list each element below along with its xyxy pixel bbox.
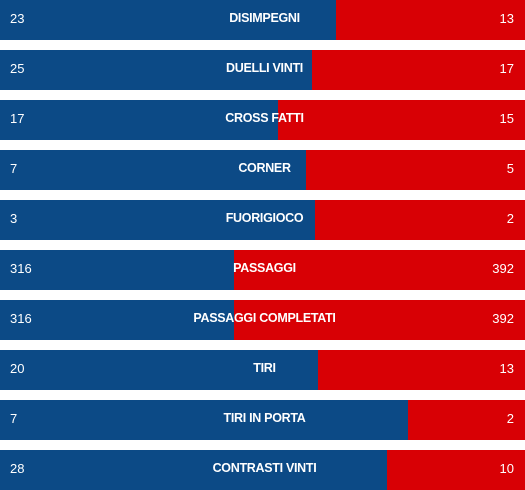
home-value: 3	[10, 211, 18, 226]
home-value: 20	[10, 361, 25, 376]
stat-row-tiri: 20 TIRI 13	[0, 350, 525, 390]
away-bar	[234, 250, 525, 290]
away-value: 2	[506, 411, 514, 426]
stat-label: TIRI	[253, 361, 276, 375]
away-bar	[387, 450, 525, 490]
away-bar	[318, 350, 525, 390]
stat-row-cross-fatti: 17 CROSS FATTI 15	[0, 100, 525, 140]
stat-row-duelli-vinti: 25 DUELLI VINTI 17	[0, 50, 525, 90]
away-bar	[336, 0, 525, 40]
stat-label: CONTRASTI VINTI	[212, 461, 317, 475]
home-value: 7	[10, 411, 18, 426]
home-bar	[0, 100, 278, 140]
home-bar	[0, 0, 336, 40]
away-bar	[408, 400, 525, 440]
home-value: 7	[10, 161, 18, 176]
home-bar	[0, 200, 315, 240]
away-bar	[234, 300, 525, 340]
stat-row-contrasti-vinti: 28 CONTRASTI VINTI 10	[0, 450, 525, 490]
stat-row-passaggi: 316 PASSAGGI 392	[0, 250, 525, 290]
away-value: 17	[499, 61, 514, 76]
home-bar	[0, 300, 234, 340]
stat-label: DISIMPEGNI	[229, 11, 300, 25]
home-value: 316	[10, 261, 32, 276]
home-bar	[0, 350, 318, 390]
stat-row-fuorigioco: 3 FUORIGIOCO 2	[0, 200, 525, 240]
home-bar	[0, 150, 306, 190]
home-value: 25	[10, 61, 25, 76]
home-bar	[0, 450, 387, 490]
home-bar	[0, 400, 408, 440]
away-value: 10	[499, 461, 514, 476]
home-value: 17	[10, 111, 25, 126]
stat-label: CROSS FATTI	[225, 111, 304, 125]
away-value: 13	[499, 361, 514, 376]
stat-label: CORNER	[238, 161, 291, 175]
home-bar	[0, 50, 312, 90]
home-value: 316	[10, 311, 32, 326]
stat-label: PASSAGGI COMPLETATI	[193, 311, 336, 325]
away-bar	[315, 200, 525, 240]
away-value: 15	[499, 111, 514, 126]
stat-row-tiri-in-porta: 7 TIRI IN PORTA 2	[0, 400, 525, 440]
stat-row-disimpegni: 23 DISIMPEGNI 13	[0, 0, 525, 40]
stat-label: DUELLI VINTI	[226, 61, 303, 75]
home-value: 23	[10, 11, 25, 26]
away-value: 392	[492, 311, 514, 326]
stat-row-corner: 7 CORNER 5	[0, 150, 525, 190]
stat-row-passaggi-completati: 316 PASSAGGI COMPLETATI 392	[0, 300, 525, 340]
away-value: 2	[506, 211, 514, 226]
home-value: 28	[10, 461, 25, 476]
away-value: 392	[492, 261, 514, 276]
away-bar	[278, 100, 525, 140]
stat-label: TIRI IN PORTA	[223, 411, 306, 425]
away-value: 5	[506, 161, 514, 176]
away-bar	[306, 150, 525, 190]
stat-label: FUORIGIOCO	[225, 211, 304, 225]
away-value: 13	[499, 11, 514, 26]
stat-label: PASSAGGI	[233, 261, 296, 275]
home-bar	[0, 250, 234, 290]
away-bar	[312, 50, 525, 90]
